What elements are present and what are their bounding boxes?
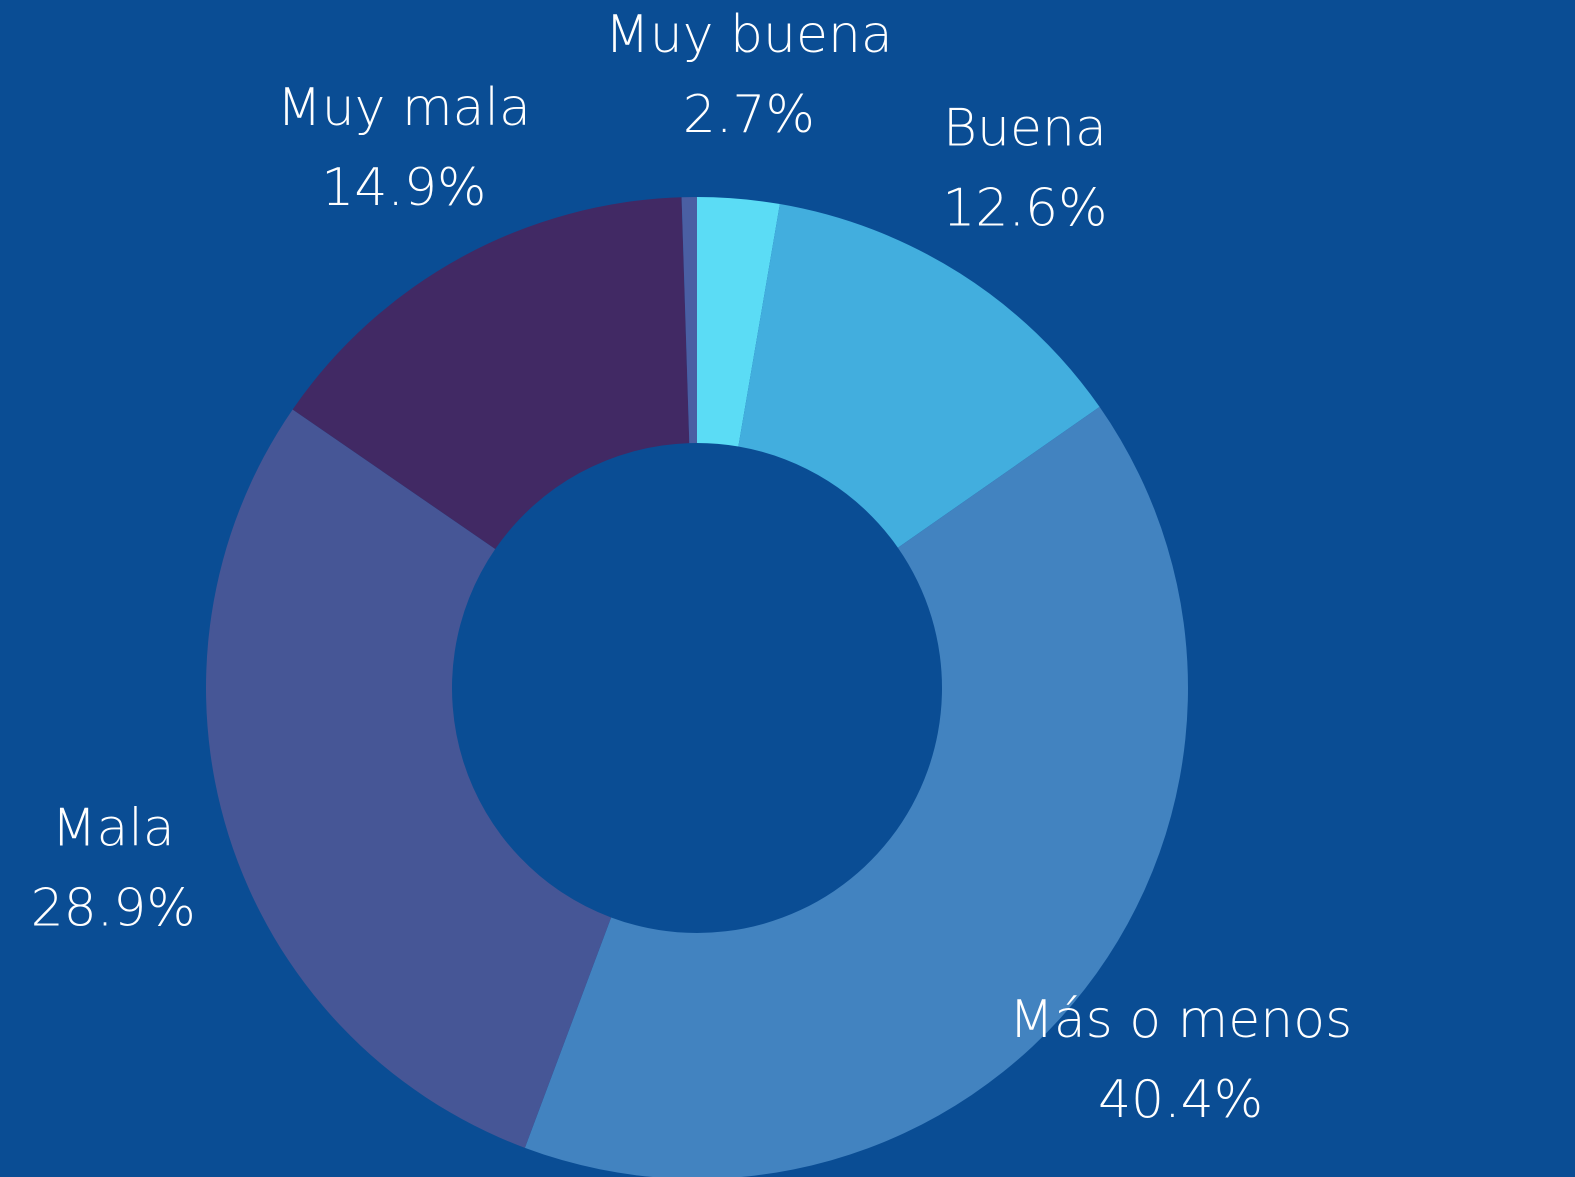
donut-slice: [738, 204, 1100, 548]
donut-slice: [292, 197, 690, 550]
slice-label: Más o menos: [1009, 990, 1352, 1050]
donut-slice: [205, 409, 612, 1148]
slice-label: Muy mala: [277, 78, 531, 138]
slice-value-label: 2.7%: [683, 85, 815, 145]
donut-slice: [524, 406, 1188, 1177]
slice-value-label: 14.9%: [321, 158, 486, 218]
slice-value-label: 12.6%: [942, 178, 1107, 238]
slice-label: Mala: [52, 799, 175, 859]
donut-slice: [681, 197, 697, 444]
donut-slice: [697, 197, 780, 447]
slice-label: Buena: [943, 98, 1107, 158]
slice-value-label: 40.4%: [1098, 1070, 1263, 1130]
slice-value-label: 28.9%: [31, 879, 196, 939]
slice-label: Muy buena: [605, 5, 893, 65]
